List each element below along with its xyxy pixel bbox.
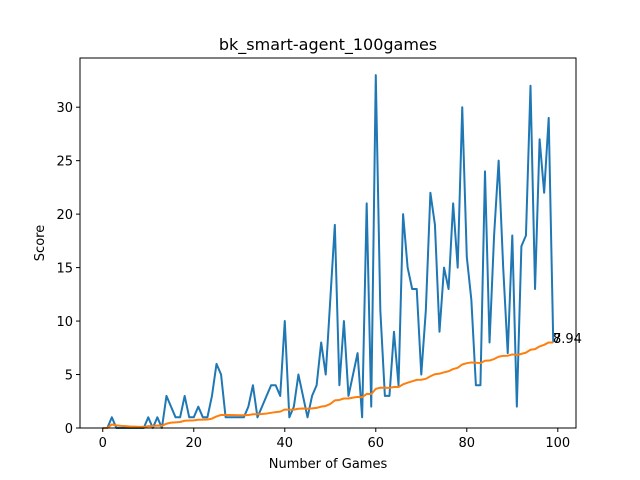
series-line-scores	[102, 74, 555, 429]
series-line-mean	[102, 341, 554, 429]
end-value-label: 7.94	[553, 332, 582, 347]
x-axis-ticks: 0 20 40 60 80 100	[99, 428, 570, 451]
x-tick-label: 60	[368, 436, 385, 451]
x-tick-label: 80	[459, 436, 476, 451]
end-value-label-overlap: 8	[553, 332, 561, 347]
y-tick-label: 30	[56, 101, 73, 116]
y-tick-label: 10	[56, 315, 73, 330]
x-axis-label: Number of Games	[269, 457, 388, 472]
y-tick-label: 25	[56, 155, 73, 170]
y-axis-ticks: 0 5 10 15 20 25 30	[56, 101, 80, 437]
plot-area	[79, 57, 577, 429]
y-tick-label: 15	[56, 262, 73, 277]
y-axis-label: Score	[33, 225, 48, 261]
plot-frame	[79, 57, 577, 429]
x-tick-label: 100	[545, 436, 570, 451]
y-tick-label: 0	[65, 422, 73, 437]
x-tick-label: 0	[99, 436, 107, 451]
chart-title: bk_smart-agent_100games	[219, 35, 437, 55]
series-layer	[102, 74, 555, 429]
y-tick-label: 20	[56, 208, 73, 223]
x-tick-label: 40	[276, 436, 293, 451]
y-tick-label: 5	[65, 369, 73, 384]
x-tick-label: 20	[185, 436, 202, 451]
